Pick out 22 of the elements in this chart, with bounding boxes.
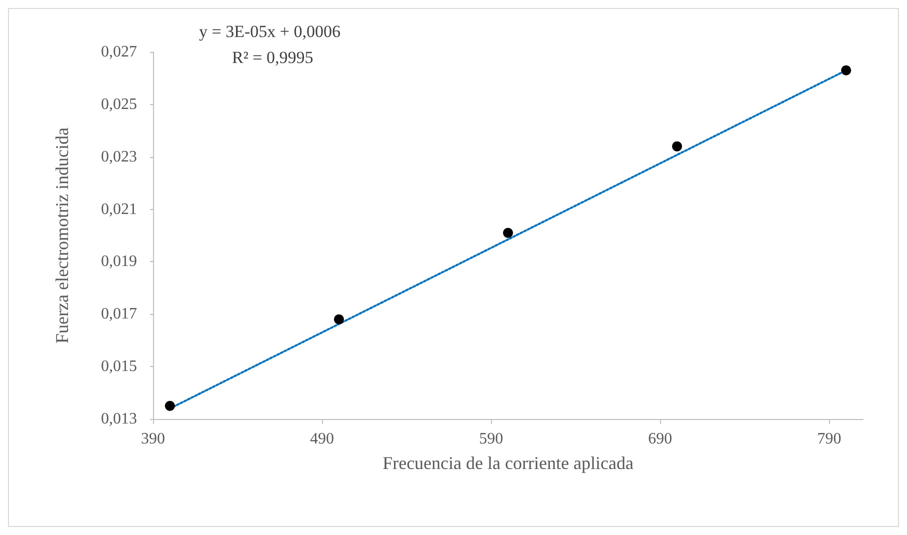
point — [503, 228, 513, 238]
x-tick-label: 590 — [479, 430, 504, 448]
x-tick-label: 790 — [817, 430, 842, 448]
y-axis-title: Fuerza electromotriz inducida — [52, 128, 72, 344]
x-axis-title: Frecuencia de la corriente aplicada — [382, 453, 634, 473]
y-tick-label: 0,021 — [101, 200, 137, 218]
x-tick-label: 390 — [141, 430, 165, 448]
point — [334, 314, 344, 324]
y-tick-label: 0,023 — [101, 148, 137, 166]
annotation: R² = 0,9995 — [232, 48, 314, 67]
y-tick-label: 0,025 — [101, 96, 137, 113]
point — [841, 65, 852, 76]
x-tick-label: 690 — [648, 430, 672, 448]
y-tick-label: 0,019 — [101, 253, 137, 270]
y-tick-label: 0,027 — [101, 44, 137, 60]
y-tick-label: 0,013 — [101, 410, 137, 428]
text: y = 3E-05x + 0,0006 — [199, 22, 340, 41]
point — [672, 141, 682, 152]
point — [164, 400, 175, 411]
y-tick-label: 0,015 — [101, 358, 137, 376]
x-tick-label: 490 — [310, 430, 334, 448]
y-tick-label: 0,017 — [101, 306, 137, 323]
